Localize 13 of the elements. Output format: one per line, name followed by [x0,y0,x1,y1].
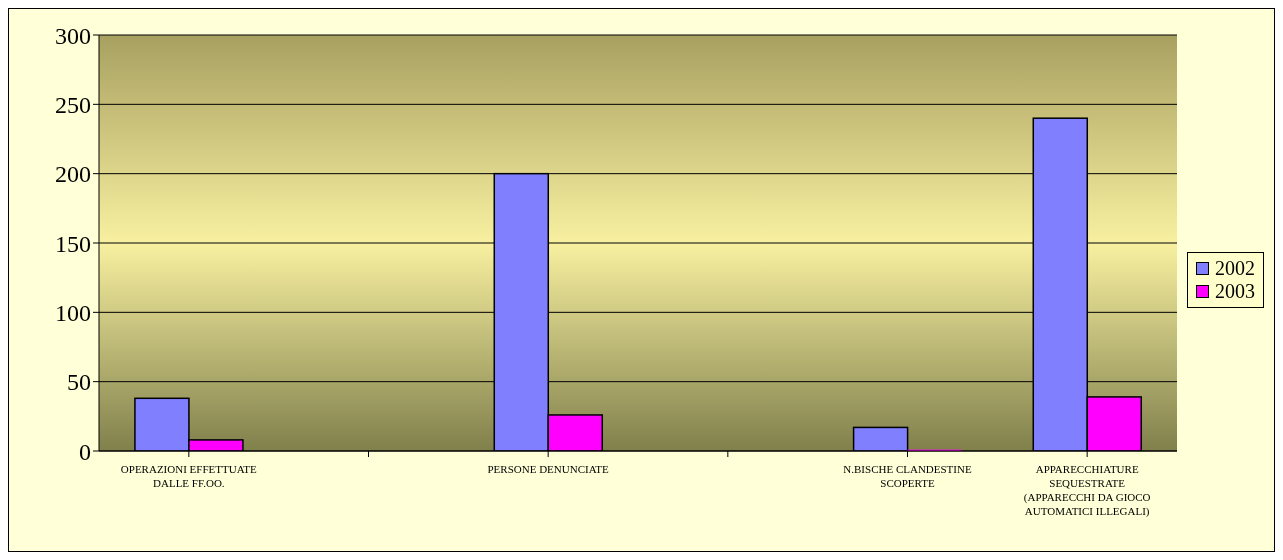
y-tick-label: 100 [55,299,91,326]
y-tick-label: 150 [55,230,91,257]
y-tick-label: 50 [67,369,91,396]
legend-label: 2002 [1215,257,1255,280]
x-tick-label: OPERAZIONI EFFETTUATE DALLE FF.OO. [120,463,258,489]
x-tick-label: N.BISCHE CLANDESTINE SCOPERTE [843,463,972,489]
y-tick-label: 250 [55,91,91,118]
y-tick-label: 300 [55,22,91,49]
y-tick-label: 0 [79,438,91,465]
legend-label: 2003 [1215,280,1255,303]
x-tick-label: PERSONE DENUNCIATE [487,463,610,475]
y-tick-label: 200 [55,161,91,188]
x-tick-label: APPARECCHIATURE SEQUESTRATE (APPARECCHI DA GIOCO AUTOMATICI ILLEGALI) [1023,463,1151,518]
